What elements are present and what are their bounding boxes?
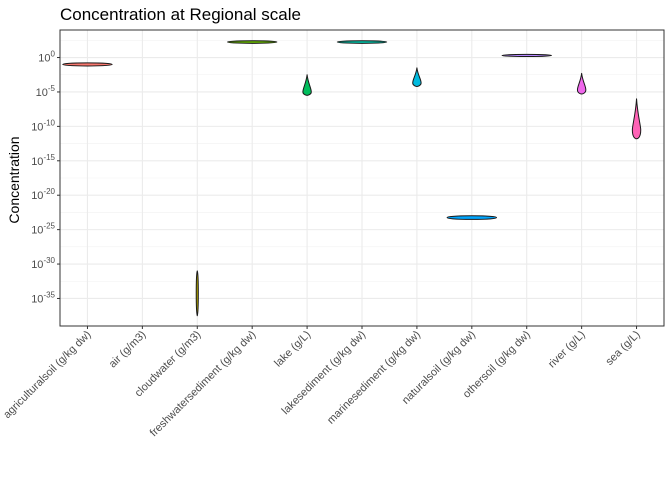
x-tick-label: air (g/m3) [107, 329, 149, 371]
violin-cloudwater [195, 270, 199, 317]
x-tick-label: river (g/L) [546, 329, 588, 371]
y-tick-exponent: -35 [43, 290, 55, 299]
violin-othersoil [501, 53, 552, 58]
y-tick-exponent: 0 [51, 50, 56, 59]
x-tick-label: freshwatersediment (g/kg dw) [148, 329, 259, 440]
violin-lake [302, 74, 312, 96]
y-tick-base: 10 [31, 156, 43, 168]
y-tick-label: 10-5 [36, 84, 56, 99]
y-tick-base: 10 [31, 259, 43, 271]
violin-freshwatersediment [226, 40, 278, 44]
y-tick-label: 10-15 [31, 153, 55, 168]
y-tick-exponent: -5 [48, 84, 56, 93]
x-axis-ticks: agriculturalsoil (g/kg dw) air (g/m3)clou… [1, 326, 643, 440]
y-tick-base: 10 [31, 190, 43, 202]
y-tick-exponent: -20 [43, 187, 55, 196]
y-tick-label: 100 [38, 50, 55, 65]
violin-lakesediment [336, 40, 388, 44]
y-tick-base: 10 [31, 121, 43, 133]
violin-sea [631, 98, 642, 140]
violins [62, 40, 642, 317]
y-tick-base: 10 [31, 225, 43, 237]
y-tick-exponent: -30 [43, 256, 55, 265]
chart-title: Concentration at Regional scale [60, 5, 301, 24]
y-tick-label: 10-20 [31, 187, 55, 202]
y-axis-title: Concentration [6, 136, 22, 223]
x-tick-label: lake (g/L) [272, 329, 313, 370]
violin-naturalsoil [446, 215, 498, 220]
y-tick-base: 10 [38, 53, 50, 65]
plot-panel [59, 29, 665, 327]
y-tick-exponent: -10 [43, 118, 55, 127]
x-tick-label: marinesediment (g/kg dw) [325, 329, 423, 427]
y-tick-label: 10-30 [31, 256, 55, 271]
y-tick-base: 10 [36, 87, 48, 99]
y-tick-exponent: -15 [43, 153, 55, 162]
y-tick-label: 10-10 [31, 118, 55, 133]
y-tick-exponent: -25 [43, 222, 55, 231]
y-tick-label: 10-35 [31, 290, 55, 305]
violin-agriculturalsoil [62, 62, 113, 67]
x-tick-label: agriculturalsoil (g/kg dw) [1, 329, 93, 421]
violin-river [576, 72, 587, 95]
violin-marinesediment [412, 67, 422, 87]
y-tick-label: 10-25 [31, 222, 55, 237]
x-tick-label: sea (g/L) [603, 329, 642, 368]
y-tick-base: 10 [31, 293, 43, 305]
